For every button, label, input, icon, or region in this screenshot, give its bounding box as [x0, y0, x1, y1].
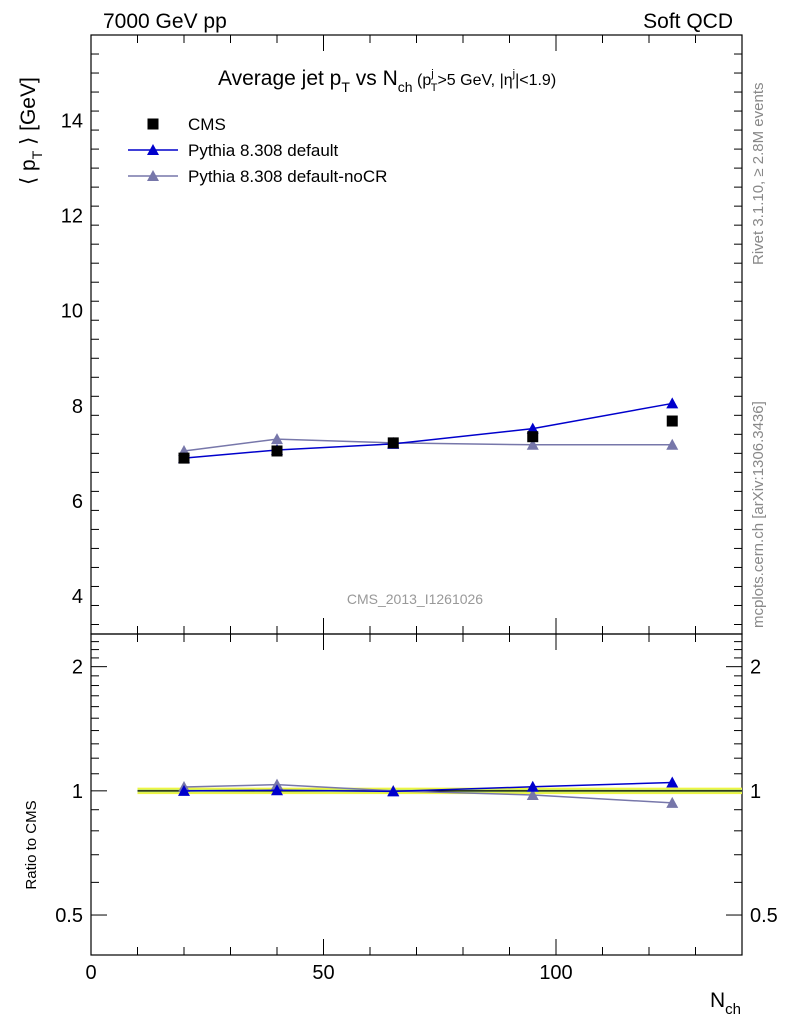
y-tick-label-ratio-right: 1 [750, 781, 761, 803]
marker-cms [387, 437, 399, 449]
ratio-marker-default [271, 784, 283, 796]
x-tick-label: 0 [85, 962, 96, 984]
marker-default [666, 397, 679, 409]
y-tick-label-main: 4 [72, 586, 83, 608]
legend-label: Pythia 8.308 default-noCR [188, 167, 387, 186]
y-tick-label-main: 10 [61, 301, 83, 323]
legend-marker [147, 170, 159, 181]
chart-title: Average jet pT vs Nch (pj T>5 GeV, |ηj|<1… [218, 67, 556, 95]
legend-marker [147, 144, 159, 155]
series-ratio [178, 776, 679, 808]
marker-default [526, 422, 539, 434]
y-tick-label-main: 8 [72, 396, 83, 418]
side-rivet: Rivet 3.1.10, ≥ 2.8M events [750, 83, 767, 266]
marker-nocr [666, 438, 679, 450]
y-tick-label-ratio: 2 [72, 657, 83, 679]
ratio-marker-nocr [666, 796, 679, 808]
series-main [178, 397, 679, 464]
analysis-watermark: CMS_2013_I1261026 [347, 591, 483, 607]
axes-main: 4 6 8 10 12 14 [61, 34, 743, 634]
legend-label: CMS [188, 115, 226, 134]
x-tick-label: 50 [312, 962, 334, 984]
ratio-marker-nocr [526, 789, 539, 801]
marker-cms [178, 452, 190, 464]
y-tick-label-main: 6 [72, 491, 83, 513]
y-axis-label-ratio: Ratio to CMS [23, 800, 40, 889]
y-tick-label-ratio: 1 [72, 781, 83, 803]
ratio-marker-default [666, 776, 679, 788]
marker-nocr [271, 433, 283, 445]
y-tick-label-ratio-right: 0.5 [750, 905, 778, 927]
legend-marker-cms [147, 118, 159, 130]
y-tick-label-ratio: 0.5 [55, 905, 83, 927]
header-left: 7000 GeV pp [103, 10, 227, 33]
ratio-marker-default [178, 784, 190, 796]
x-axis-label: Nch [710, 989, 741, 1018]
series-line-default [183, 402, 673, 459]
ratio-marker-default [526, 780, 539, 792]
legend-label: Pythia 8.308 default [188, 141, 339, 160]
x-tick-label: 100 [539, 962, 572, 984]
y-tick-label-ratio-right: 2 [750, 657, 761, 679]
axes-ratio: 0.5 0.5 1 1 2 2 0 50 100 [55, 634, 778, 984]
y-axis-label-main: ⟨ pT ⟩ [GeV] [17, 77, 45, 185]
marker-cms [271, 445, 283, 457]
ratio-marker-default [387, 785, 400, 797]
series-line-nocr [183, 438, 673, 452]
side-source: mcplots.cern.ch [arXiv:1306.3436] [750, 401, 767, 628]
header-right: Soft QCD [643, 10, 733, 33]
y-tick-label-main: 12 [61, 206, 83, 228]
marker-nocr [526, 438, 539, 450]
marker-cms [527, 431, 539, 443]
legend: CMS Pythia 8.308 default Pythia 8.308 defa… [128, 115, 387, 186]
y-tick-label-main: 14 [61, 111, 83, 133]
ratio-marker-nocr [271, 778, 283, 790]
marker-cms [666, 415, 678, 427]
